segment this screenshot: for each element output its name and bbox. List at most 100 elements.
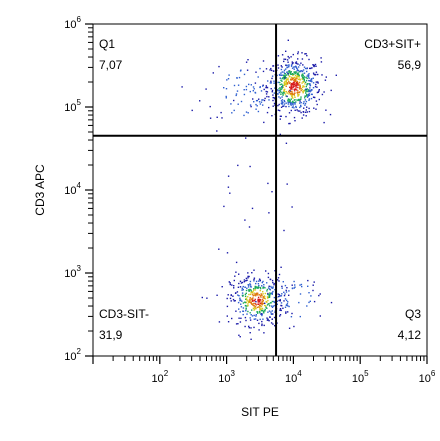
event-dot — [299, 102, 301, 104]
event-dot — [316, 91, 319, 94]
event-dot — [237, 103, 239, 105]
event-dot — [288, 91, 291, 94]
event-dot — [241, 289, 243, 291]
event-dot — [297, 63, 299, 65]
event-dot — [257, 303, 259, 305]
event-dot — [280, 68, 283, 71]
event-dot — [268, 99, 270, 101]
event-dot — [244, 325, 246, 328]
event-dot — [253, 314, 255, 317]
event-dot — [248, 301, 251, 303]
event-dot — [298, 83, 300, 85]
event-dot — [306, 70, 308, 73]
event-dot — [266, 86, 268, 89]
event-dot — [233, 285, 235, 287]
event-dot — [262, 70, 265, 73]
event-dot — [266, 296, 269, 298]
event-dot — [248, 293, 250, 296]
event-dot — [270, 313, 272, 315]
event-dot — [311, 67, 313, 69]
event-dot — [259, 302, 262, 304]
event-dot — [274, 325, 276, 327]
event-dot — [264, 302, 266, 304]
event-dot — [271, 310, 273, 312]
event-dot — [312, 82, 315, 84]
event-dot — [221, 286, 223, 288]
event-dot — [299, 110, 301, 112]
event-dot — [280, 102, 283, 104]
event-dot — [261, 307, 264, 310]
event-dot — [285, 105, 287, 108]
quadrant-labels: Q1 7,07 CD3+SIT+ 56,9 CD3-SIT- 31,9 Q3 4,12 — [99, 37, 421, 342]
event-dot — [277, 89, 279, 92]
event-dot — [329, 113, 332, 116]
quadrant-percentage-label: 4,12 — [398, 328, 422, 342]
event-dot — [288, 305, 290, 308]
event-dot — [300, 111, 302, 114]
event-dot — [299, 79, 301, 81]
event-dot — [259, 299, 262, 301]
event-dot — [293, 81, 295, 83]
event-dot — [258, 305, 261, 307]
event-dot — [274, 97, 276, 99]
event-dot — [254, 303, 257, 305]
event-dot — [290, 82, 293, 85]
event-dot — [264, 310, 266, 312]
event-dot — [266, 304, 269, 306]
event-dot — [320, 57, 322, 59]
event-dot — [280, 304, 282, 307]
event-dot — [294, 120, 296, 122]
event-dot — [313, 281, 315, 283]
event-dot — [302, 75, 305, 77]
event-dot — [242, 285, 244, 288]
event-dot — [233, 84, 236, 87]
event-dot — [280, 91, 282, 94]
event-dot — [311, 80, 313, 83]
event-dot — [301, 70, 304, 73]
event-dot — [276, 74, 278, 77]
event-dot — [291, 87, 293, 90]
event-dot — [330, 301, 333, 304]
event-dot — [278, 96, 280, 98]
event-dot — [235, 271, 237, 273]
event-dot — [299, 78, 301, 80]
event-dot — [261, 294, 263, 296]
event-dot — [256, 99, 259, 102]
event-dot — [293, 280, 295, 283]
event-dot — [241, 292, 244, 294]
event-dot — [285, 311, 287, 313]
event-dot — [291, 312, 293, 315]
event-dot — [278, 90, 281, 92]
event-dot — [262, 309, 264, 312]
event-dot — [266, 317, 268, 319]
event-dot — [259, 309, 261, 311]
event-dot — [268, 106, 270, 109]
event-dot — [270, 285, 272, 288]
event-dot — [253, 309, 255, 311]
event-dot — [299, 100, 301, 102]
event-dot — [259, 86, 261, 88]
event-dot — [283, 76, 285, 78]
event-dot — [226, 252, 229, 254]
event-dot — [247, 305, 249, 307]
event-dot — [267, 272, 270, 275]
event-dot — [266, 111, 269, 114]
event-dot — [298, 98, 300, 101]
event-dot — [304, 67, 307, 70]
event-dot — [290, 56, 292, 58]
event-dot — [249, 297, 251, 299]
event-dot — [289, 103, 292, 105]
event-dot — [279, 314, 282, 316]
event-dot — [281, 77, 283, 80]
event-dot — [271, 293, 273, 295]
event-dot — [252, 86, 255, 88]
event-dot — [292, 74, 294, 76]
event-dot — [238, 273, 240, 275]
event-dot — [313, 107, 315, 109]
event-dot — [310, 67, 312, 70]
event-dot — [314, 74, 316, 76]
event-dot — [240, 303, 242, 305]
event-dot — [242, 302, 245, 304]
event-dot — [308, 90, 310, 93]
event-dot — [239, 286, 242, 288]
